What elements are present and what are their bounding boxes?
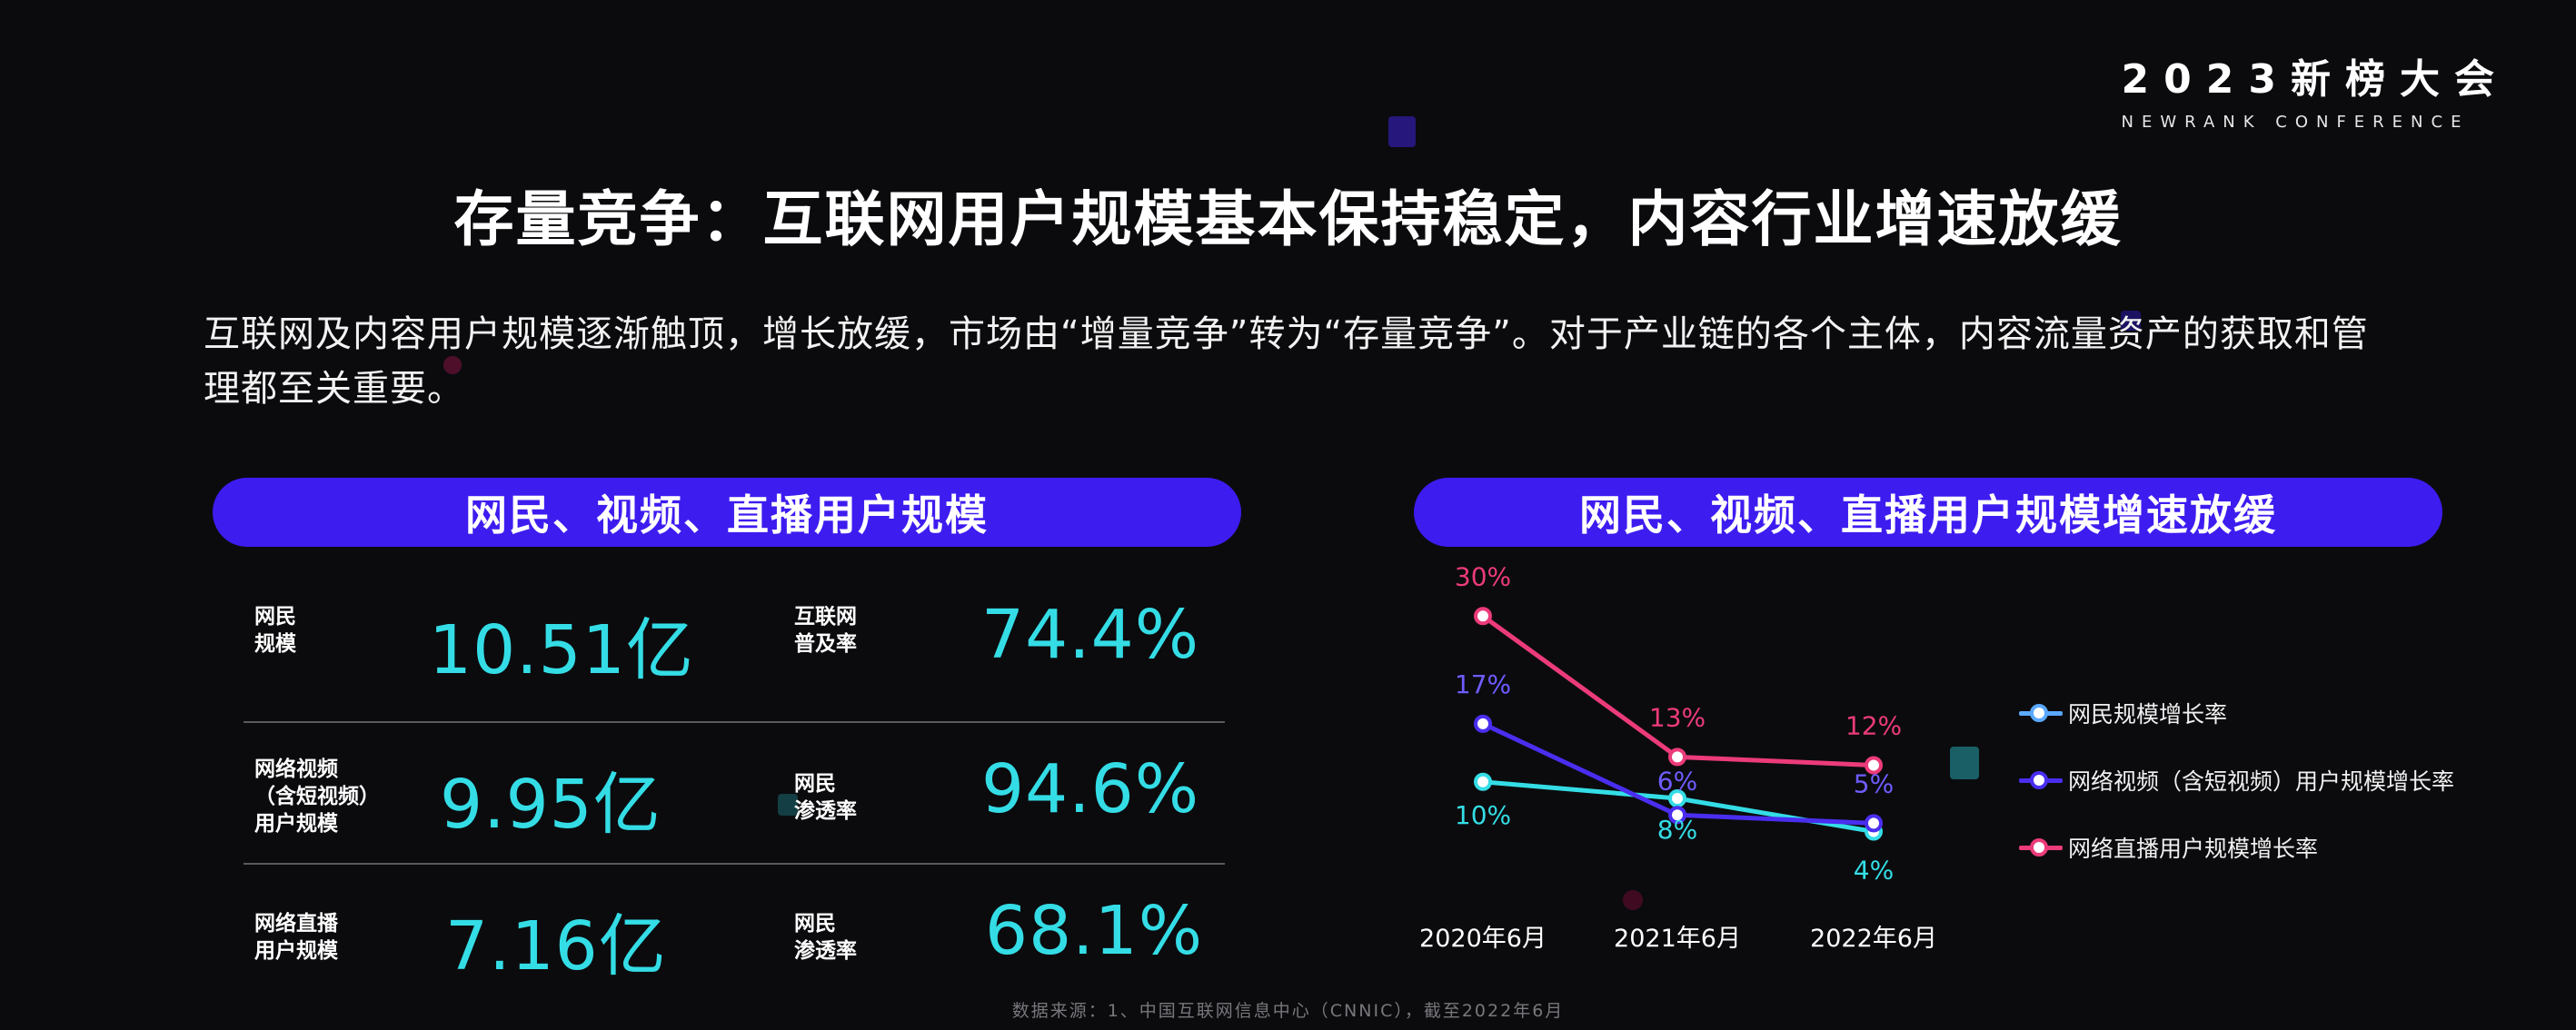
- data-label: 5%: [1854, 768, 1894, 798]
- stat-value: 94.6%: [981, 750, 1199, 828]
- stat-label: 互联网 普及率: [794, 603, 857, 658]
- stat-value: 7.16亿: [445, 892, 667, 989]
- intro-paragraph: 互联网及内容用户规模逐渐触顶，增长放缓，市场由“增量竞争”转为“存量竞争”。对于…: [204, 307, 2402, 416]
- stat-label: 网络视频 （含短视频） 用户规模: [254, 756, 380, 837]
- legend-label: 网民规模增长率: [2068, 697, 2227, 729]
- stat-value: 68.1%: [985, 892, 1203, 970]
- stat-label: 网民 规模: [254, 603, 296, 658]
- legend-marker-icon: [2019, 709, 2063, 717]
- data-source-note: 数据来源：1、中国互联网信息中心（CNNIC），截至2022年6月: [0, 997, 2576, 1022]
- legend-marker-icon: [2019, 777, 2063, 784]
- stat-row-live: 网络直播 用户规模 7.16亿 网民 渗透率 68.1%: [244, 865, 1225, 1005]
- data-point: [1476, 775, 1490, 789]
- stats-table: 网民 规模 10.51亿 互联网 普及率 74.4% 网络视频 （含短视频） 用…: [244, 581, 1225, 1005]
- data-label: 30%: [1455, 563, 1511, 591]
- left-panel-header: 网民、视频、直播用户规模: [213, 478, 1241, 547]
- right-panel-header: 网民、视频、直播用户规模增速放缓: [1414, 478, 2442, 547]
- data-label: 13%: [1649, 702, 1706, 732]
- data-point: [1670, 749, 1685, 764]
- growth-line-chart: 10% 8% 4% 17% 6% 5% 30% 13% 12% 2020年6月 2021年6月 20…: [1399, 563, 1963, 963]
- data-point: [1476, 717, 1490, 731]
- data-point: [1476, 609, 1490, 623]
- legend-label: 网络直播用户规模增长率: [2068, 831, 2318, 864]
- stat-row-netizens: 网民 规模 10.51亿 互联网 普及率 74.4%: [244, 581, 1225, 723]
- data-label: 8%: [1657, 815, 1697, 845]
- legend-marker-icon: [2019, 844, 2063, 851]
- decorative-cube: [1388, 116, 1416, 147]
- legend-label: 网络视频（含短视频）用户规模增长率: [2068, 764, 2454, 797]
- stat-label: 网民 渗透率: [794, 770, 857, 825]
- series-line: [1483, 616, 1874, 765]
- chart-legend: 网民规模增长率 网络视频（含短视频）用户规模增长率 网络直播用户规模增长率: [2019, 679, 2454, 881]
- data-label: 12%: [1845, 711, 1902, 741]
- stat-value: 74.4%: [981, 596, 1199, 674]
- x-tick-label: 2022年6月: [1810, 925, 1937, 953]
- logo-subtitle: NEWRANK CONFERENCE: [2122, 113, 2509, 132]
- stat-row-video: 网络视频 （含短视频） 用户规模 9.95亿 网民 渗透率 94.6%: [244, 723, 1225, 865]
- page-title: 存量竞争：互联网用户规模基本保持稳定，内容行业增速放缓: [0, 171, 2576, 258]
- data-label: 6%: [1657, 766, 1697, 796]
- x-tick-label: 2020年6月: [1419, 925, 1547, 953]
- legend-item: 网络直播用户规模增长率: [2019, 814, 2454, 881]
- conference-logo: 2023新榜大会 NEWRANK CONFERENCE: [2122, 60, 2509, 132]
- logo-title: 2023新榜大会: [2122, 60, 2509, 100]
- data-label: 4%: [1854, 856, 1894, 886]
- data-point: [1866, 816, 1881, 830]
- legend-item: 网民规模增长率: [2019, 679, 2454, 747]
- data-label: 17%: [1455, 669, 1511, 699]
- stat-value: 10.51亿: [429, 596, 694, 693]
- stat-label: 网民 渗透率: [794, 910, 857, 965]
- data-label: 10%: [1455, 800, 1511, 830]
- legend-item: 网络视频（含短视频）用户规模增长率: [2019, 747, 2454, 814]
- x-tick-label: 2021年6月: [1614, 925, 1741, 953]
- stat-value: 9.95亿: [440, 750, 661, 847]
- stat-label: 网络直播 用户规模: [254, 910, 338, 965]
